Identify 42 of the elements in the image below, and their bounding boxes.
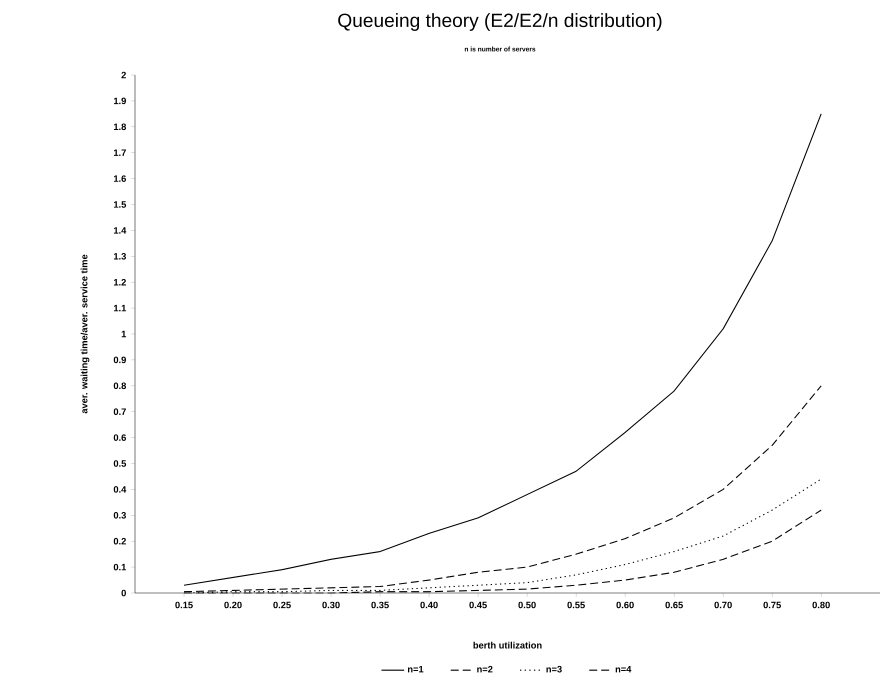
x-tick-label: 0.45 <box>469 602 487 608</box>
x-tick-label: 0.65 <box>665 602 683 608</box>
x-tick-label: 0.75 <box>764 602 781 608</box>
x-axis-title: berth utilization <box>474 642 542 649</box>
y-tick-label: 1.4 <box>114 227 126 234</box>
legend-label: n=4 <box>616 666 632 672</box>
x-tick-label: 0.70 <box>714 602 732 608</box>
y-tick-label: 0.9 <box>114 356 126 364</box>
x-tick-label: 0.30 <box>322 602 340 608</box>
x-tick-label: 0.50 <box>518 602 536 608</box>
legend-label: n=1 <box>408 666 424 672</box>
y-tick-label: 1.7 <box>114 149 126 156</box>
legend-label: n=2 <box>477 666 493 672</box>
y-tick-label: 1.9 <box>114 98 126 104</box>
x-tick-label: 0.40 <box>420 602 438 608</box>
x-tick-label: 0.25 <box>273 602 291 608</box>
y-tick-label: 0.7 <box>114 408 126 415</box>
chart-title: Queueing theory (E2/E2/n distribution) <box>338 13 662 31</box>
x-tick-label: 0.15 <box>175 602 193 608</box>
x-tick-label: 0.55 <box>567 602 585 608</box>
x-tick-label: 0.20 <box>224 602 242 608</box>
y-tick-label: 0.8 <box>114 382 126 390</box>
y-axis-title: aver. waiting time/aver. service time <box>80 254 90 414</box>
y-tick-label: 1 <box>122 330 126 338</box>
y-tick-label: 1.3 <box>114 253 126 260</box>
y-tick-label: 0.2 <box>114 538 126 544</box>
y-tick-label: 0.3 <box>114 512 126 519</box>
y-tick-label: 0.5 <box>114 460 126 467</box>
x-tick-label: 0.35 <box>371 602 389 608</box>
y-tick-label: 1.6 <box>114 175 126 182</box>
legend-label: n=3 <box>546 666 562 673</box>
y-tick-label: 1.1 <box>114 304 126 312</box>
x-tick-label: 0.80 <box>812 602 830 608</box>
y-tick-label: 0.6 <box>114 434 126 441</box>
x-tick-label: 0.60 <box>616 602 634 608</box>
y-tick-label: 0.4 <box>114 486 126 493</box>
y-tick-label: 2 <box>121 72 126 78</box>
y-tick-label: 0 <box>122 590 126 596</box>
y-tick-label: 1.2 <box>114 278 126 286</box>
y-tick-label: 0.1 <box>114 564 126 570</box>
y-tick-label: 1.8 <box>114 124 126 130</box>
y-tick-label: 1.5 <box>114 201 126 208</box>
